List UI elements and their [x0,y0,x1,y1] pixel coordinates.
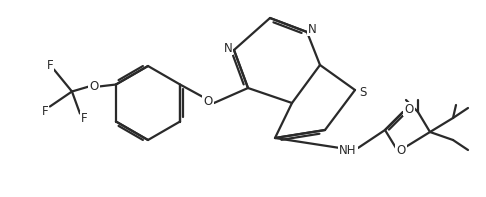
Text: O: O [89,80,99,93]
Text: O: O [404,102,414,115]
Text: N: N [224,42,232,55]
Text: F: F [81,112,87,125]
Text: S: S [359,85,367,98]
Text: F: F [42,105,48,118]
Text: N: N [308,22,316,35]
Text: NH: NH [339,145,357,157]
Text: O: O [203,95,213,108]
Text: F: F [47,59,53,72]
Text: O: O [397,145,406,157]
